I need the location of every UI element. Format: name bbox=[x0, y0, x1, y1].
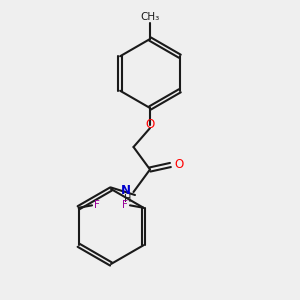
Text: O: O bbox=[146, 118, 154, 131]
Text: F: F bbox=[94, 200, 100, 210]
Text: N: N bbox=[121, 184, 131, 197]
Text: F: F bbox=[122, 200, 128, 210]
Text: CH₃: CH₃ bbox=[140, 13, 160, 22]
Text: O: O bbox=[174, 158, 183, 172]
Text: H: H bbox=[124, 194, 131, 204]
